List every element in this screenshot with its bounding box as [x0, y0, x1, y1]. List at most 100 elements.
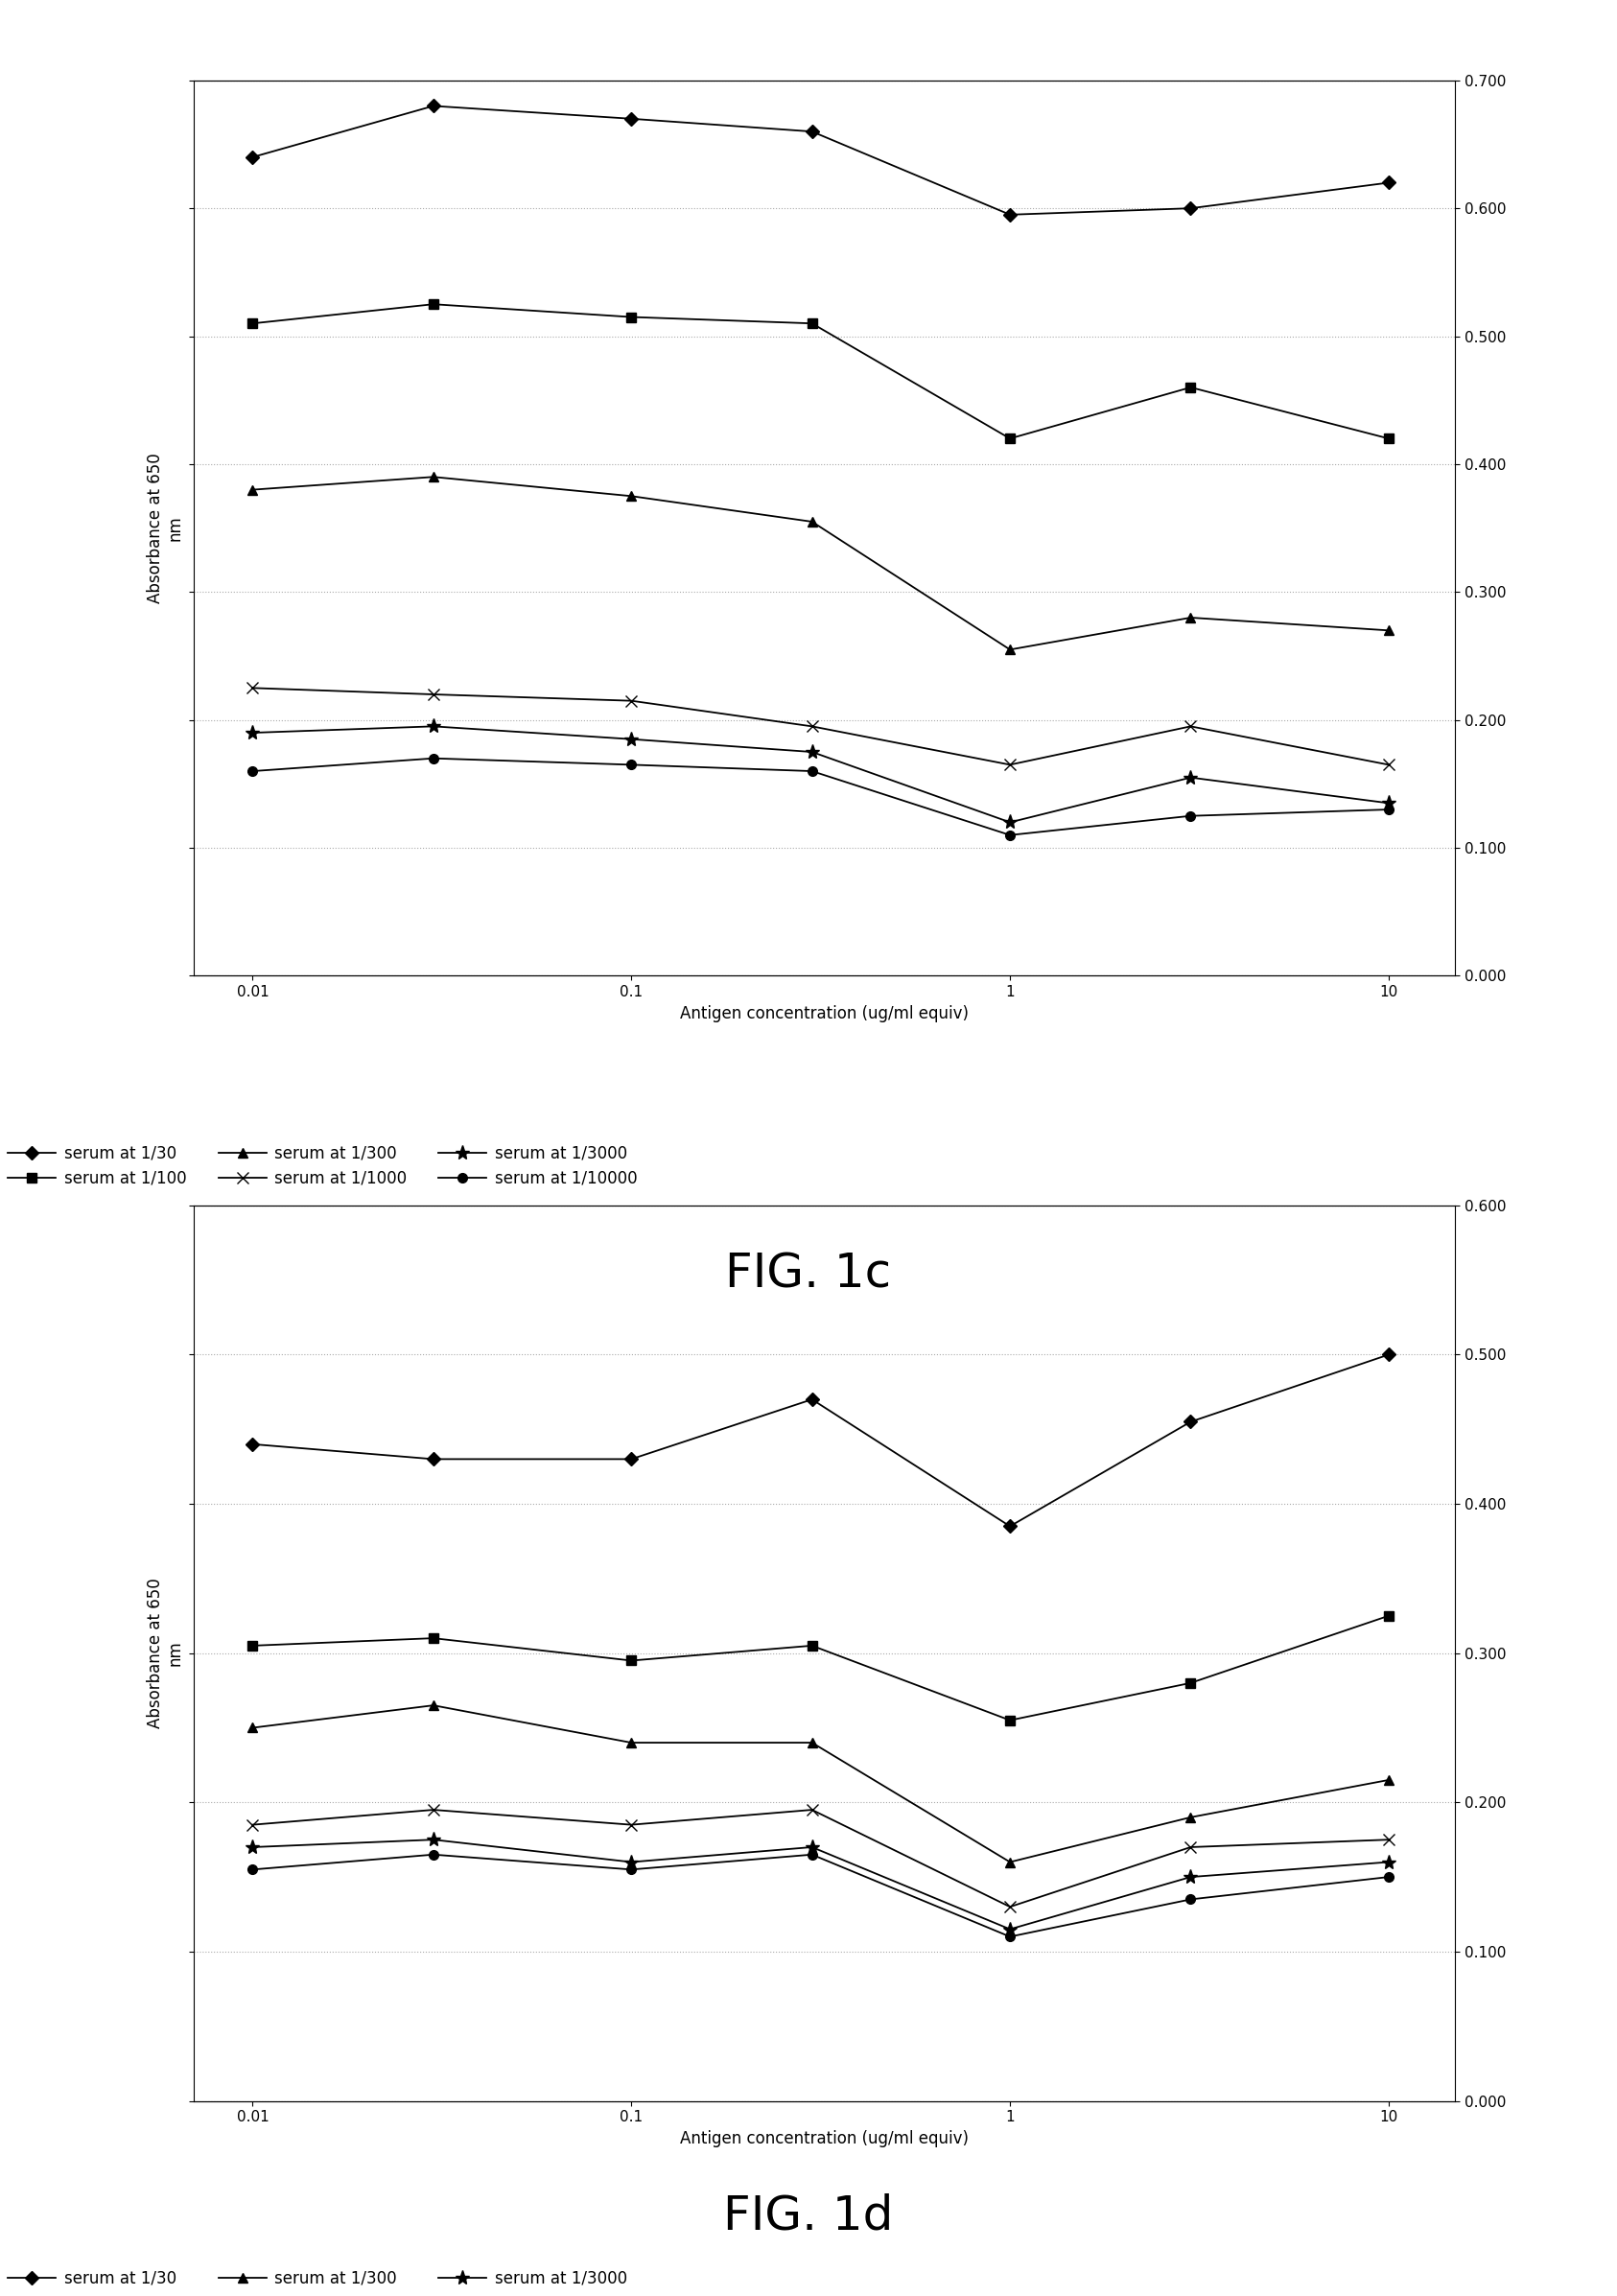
serum at 1/3000 — [424, 1825, 443, 1853]
serum at 1/100 — [1180, 374, 1200, 402]
serum at 1/30 — [621, 1446, 640, 1474]
Y-axis label: Absorbance at 650
nm: Absorbance at 650 nm — [147, 1577, 184, 1729]
serum at 1/100 — [1001, 1706, 1020, 1733]
serum at 1/3000 — [243, 719, 262, 746]
serum at 1/300 — [621, 482, 640, 510]
serum at 1/300 — [424, 464, 443, 491]
serum at 1/30 — [1180, 195, 1200, 223]
Line: serum at 1/30: serum at 1/30 — [247, 1350, 1394, 1531]
serum at 1/1000 — [1379, 1825, 1399, 1853]
serum at 1/300 — [1001, 636, 1020, 664]
Line: serum at 1/3000: serum at 1/3000 — [246, 719, 1395, 829]
serum at 1/30 — [424, 1446, 443, 1474]
serum at 1/30 — [1001, 202, 1020, 230]
X-axis label: Antigen concentration (ug/ml equiv): Antigen concentration (ug/ml equiv) — [681, 1006, 969, 1022]
serum at 1/10000 — [1180, 1885, 1200, 1913]
serum at 1/300 — [1379, 1766, 1399, 1793]
serum at 1/3000 — [1379, 790, 1399, 817]
serum at 1/3000 — [1001, 808, 1020, 836]
serum at 1/1000 — [424, 1795, 443, 1823]
serum at 1/1000 — [621, 687, 640, 714]
serum at 1/10000 — [621, 1855, 640, 1883]
serum at 1/1000 — [1379, 751, 1399, 778]
serum at 1/3000 — [243, 1832, 262, 1860]
serum at 1/100 — [424, 1626, 443, 1653]
serum at 1/30 — [424, 92, 443, 119]
serum at 1/3000 — [1001, 1915, 1020, 1942]
Line: serum at 1/300: serum at 1/300 — [247, 473, 1394, 654]
serum at 1/1000 — [621, 1812, 640, 1839]
serum at 1/3000 — [621, 726, 640, 753]
serum at 1/10000 — [243, 1855, 262, 1883]
serum at 1/1000 — [802, 712, 821, 739]
serum at 1/30 — [802, 117, 821, 145]
serum at 1/30 — [243, 142, 262, 170]
serum at 1/100 — [1001, 425, 1020, 452]
Legend: serum at 1/30, serum at 1/100, serum at 1/300, serum at 1/1000, serum at 1/3000,: serum at 1/30, serum at 1/100, serum at … — [8, 1143, 637, 1187]
serum at 1/3000 — [621, 1848, 640, 1876]
serum at 1/30 — [621, 106, 640, 133]
serum at 1/3000 — [1379, 1848, 1399, 1876]
serum at 1/300 — [424, 1692, 443, 1720]
serum at 1/100 — [802, 310, 821, 338]
serum at 1/10000 — [802, 758, 821, 785]
Line: serum at 1/10000: serum at 1/10000 — [247, 753, 1394, 840]
serum at 1/300 — [243, 475, 262, 503]
serum at 1/10000 — [1379, 1864, 1399, 1892]
serum at 1/30 — [1180, 1407, 1200, 1435]
serum at 1/300 — [1180, 1805, 1200, 1832]
serum at 1/1000 — [802, 1795, 821, 1823]
Line: serum at 1/10000: serum at 1/10000 — [247, 1851, 1394, 1942]
Text: FIG. 1c: FIG. 1c — [726, 1251, 891, 1297]
serum at 1/100 — [1379, 1603, 1399, 1630]
Line: serum at 1/1000: serum at 1/1000 — [247, 682, 1394, 771]
Legend: serum at 1/30, serum at 1/100, serum at 1/300, serum at 1/1000, serum at 1/3000,: serum at 1/30, serum at 1/100, serum at … — [8, 2268, 637, 2296]
serum at 1/300 — [802, 507, 821, 535]
serum at 1/1000 — [243, 1812, 262, 1839]
serum at 1/3000 — [1180, 1864, 1200, 1892]
serum at 1/10000 — [424, 744, 443, 771]
serum at 1/30 — [1001, 1513, 1020, 1541]
serum at 1/100 — [1180, 1669, 1200, 1697]
serum at 1/1000 — [243, 675, 262, 703]
serum at 1/10000 — [1001, 1924, 1020, 1952]
serum at 1/100 — [802, 1632, 821, 1660]
serum at 1/1000 — [1180, 1832, 1200, 1860]
serum at 1/100 — [243, 1632, 262, 1660]
Line: serum at 1/3000: serum at 1/3000 — [246, 1832, 1395, 1936]
serum at 1/1000 — [1001, 1892, 1020, 1919]
serum at 1/3000 — [424, 712, 443, 739]
serum at 1/10000 — [802, 1841, 821, 1869]
serum at 1/30 — [802, 1387, 821, 1414]
serum at 1/3000 — [802, 1832, 821, 1860]
serum at 1/100 — [621, 1646, 640, 1674]
serum at 1/300 — [1180, 604, 1200, 631]
serum at 1/3000 — [1180, 765, 1200, 792]
Text: FIG. 1d: FIG. 1d — [723, 2193, 894, 2239]
Line: serum at 1/100: serum at 1/100 — [247, 1612, 1394, 1724]
serum at 1/300 — [1001, 1848, 1020, 1876]
serum at 1/10000 — [1180, 801, 1200, 829]
serum at 1/300 — [1379, 618, 1399, 645]
serum at 1/100 — [621, 303, 640, 331]
Y-axis label: Absorbance at 650
nm: Absorbance at 650 nm — [147, 452, 184, 604]
serum at 1/100 — [424, 292, 443, 319]
serum at 1/10000 — [243, 758, 262, 785]
Line: serum at 1/30: serum at 1/30 — [247, 101, 1394, 220]
serum at 1/300 — [621, 1729, 640, 1756]
serum at 1/10000 — [1379, 797, 1399, 824]
serum at 1/30 — [243, 1430, 262, 1458]
serum at 1/10000 — [621, 751, 640, 778]
serum at 1/100 — [1379, 425, 1399, 452]
serum at 1/10000 — [424, 1841, 443, 1869]
serum at 1/30 — [1379, 1341, 1399, 1368]
Line: serum at 1/1000: serum at 1/1000 — [247, 1805, 1394, 1913]
serum at 1/1000 — [1180, 712, 1200, 739]
serum at 1/100 — [243, 310, 262, 338]
serum at 1/1000 — [1001, 751, 1020, 778]
serum at 1/300 — [243, 1713, 262, 1743]
serum at 1/30 — [1379, 170, 1399, 197]
serum at 1/1000 — [424, 680, 443, 707]
serum at 1/10000 — [1001, 822, 1020, 850]
X-axis label: Antigen concentration (ug/ml equiv): Antigen concentration (ug/ml equiv) — [681, 2131, 969, 2147]
